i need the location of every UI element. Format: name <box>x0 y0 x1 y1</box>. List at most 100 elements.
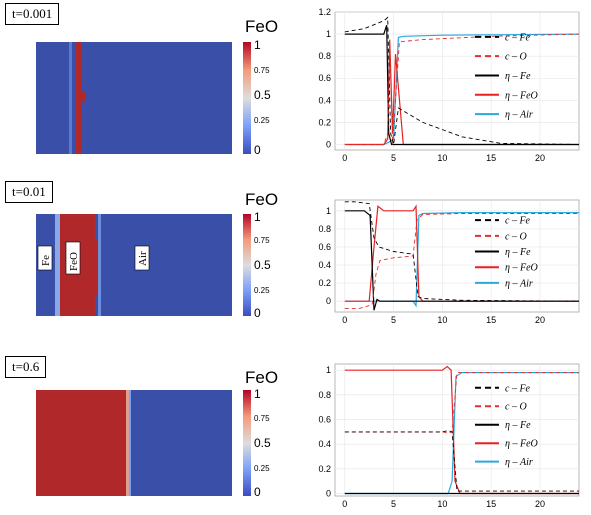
y-tick-label: 0.2 <box>318 117 331 127</box>
x-tick-label: 15 <box>486 499 496 509</box>
region-label-feo: FeO <box>68 252 80 271</box>
colorbar-tick: 1 <box>254 387 261 401</box>
colorbar-tick: 0.5 <box>254 436 271 450</box>
colorbar-tick: 0 <box>254 306 261 320</box>
field-interface-light <box>98 214 101 316</box>
x-tick-label: 0 <box>342 315 347 325</box>
legend-label: c – Fe <box>505 32 531 43</box>
field-interface-light <box>55 214 60 316</box>
legend-label: η – Air <box>505 457 533 468</box>
colorbar-tick: 0.75 <box>254 66 270 75</box>
x-tick-label: 15 <box>486 315 496 325</box>
panel-1: t=0.001 FeO 1 0.75 0.5 0.25 0 0 5 10 15 20 0 0… <box>0 0 591 170</box>
y-tick-label: 1 <box>326 365 331 375</box>
x-tick-label: 10 <box>437 153 447 163</box>
x-tick-label: 5 <box>391 153 396 163</box>
y-tick-label: 1.2 <box>318 7 331 17</box>
series-line-feo <box>344 204 579 302</box>
time-label: t=0.01 <box>5 181 53 203</box>
field-feo-bump <box>79 92 86 102</box>
legend-label: η – FeO <box>505 90 538 101</box>
colorbar-tick: 0.25 <box>254 286 270 295</box>
y-tick-label: 0.8 <box>318 390 331 400</box>
x-tick-label: 20 <box>535 499 545 509</box>
y-tick-label: 0.4 <box>318 439 331 449</box>
y-tick-label: 1 <box>326 206 331 216</box>
legend-label: c – Fe <box>505 383 531 394</box>
field-feo-bump <box>95 240 99 295</box>
x-tick-label: 0 <box>342 499 347 509</box>
series-line-fe <box>344 25 579 146</box>
plot-frame <box>334 11 580 151</box>
field-interface-light <box>126 390 129 496</box>
x-tick-label: 0 <box>342 153 347 163</box>
y-tick-label: 0 <box>326 139 331 149</box>
y-tick-label: 0.8 <box>318 224 331 234</box>
feo-field-plot: FeO 1 0.75 0.5 0.25 0 <box>36 368 278 499</box>
y-tick-label: 0.6 <box>318 415 331 425</box>
panel-3: t=0.6 FeO 1 0.75 0.5 0.25 0 0 5 10 15 20 0 0.2… <box>0 350 591 515</box>
legend-label: η – Air <box>505 110 533 121</box>
colorbar-tick: 1 <box>254 38 261 52</box>
field-fe-region <box>36 42 69 154</box>
colorbar-tick: 0.75 <box>254 414 270 423</box>
x-tick-label: 10 <box>437 499 447 509</box>
legend-label: η – Fe <box>505 71 531 82</box>
legend-label: η – Air <box>505 278 533 289</box>
legend-label: η – FeO <box>505 439 538 450</box>
region-label-air: Air <box>137 251 149 266</box>
y-tick-label: 0.6 <box>318 242 331 252</box>
series-line-c-o <box>344 33 580 145</box>
time-label: t=0.001 <box>5 3 60 25</box>
feo-field-plot: FeO 1 0.75 0.5 0.25 0 Fe FeO Air <box>36 190 278 320</box>
series-line-fe <box>344 210 579 311</box>
legend-label: c – O <box>505 402 527 413</box>
colorbar <box>243 390 251 496</box>
colorbar-title: FeO <box>245 17 278 36</box>
y-tick-label: 0.6 <box>318 73 331 83</box>
panel-2: t=0.01 FeO 1 0.75 0.5 0.25 0 Fe FeO Air <box>0 178 591 348</box>
legend-label: c – Fe <box>505 216 531 227</box>
plot-frame <box>334 363 580 497</box>
y-tick-label: 0.4 <box>318 260 331 270</box>
y-tick-label: 0.2 <box>318 278 331 288</box>
field-feo-layer <box>76 42 81 154</box>
x-tick-label: 20 <box>535 315 545 325</box>
series-line-c-fe <box>344 201 580 302</box>
region-label-box <box>65 241 81 275</box>
time-label: t=0.6 <box>5 356 47 378</box>
field-interface-light <box>129 390 131 496</box>
y-tick-label: 0.2 <box>318 464 331 474</box>
x-tick-label: 5 <box>391 315 396 325</box>
y-tick-label: 1 <box>326 29 331 39</box>
x-tick-label: 15 <box>486 153 496 163</box>
legend-label: η – Fe <box>505 247 531 258</box>
feo-field-plot: FeO 1 0.75 0.5 0.25 0 <box>36 17 278 157</box>
y-tick-label: 0 <box>326 489 331 499</box>
series-line-c-o <box>344 213 579 309</box>
y-tick-label: 0.8 <box>318 51 331 61</box>
region-label-fe: Fe <box>40 255 52 266</box>
colorbar-title: FeO <box>245 190 278 209</box>
x-tick-label: 5 <box>391 499 396 509</box>
colorbar-tick: 0.75 <box>254 236 270 245</box>
colorbar-tick: 0.5 <box>254 88 271 102</box>
legend-label: η – FeO <box>505 263 538 274</box>
y-tick-label: 0 <box>326 296 331 306</box>
legend-label: η – Fe <box>505 420 531 431</box>
legend-label: c – O <box>505 231 527 242</box>
x-tick-label: 20 <box>535 153 545 163</box>
field-interface-light <box>69 42 72 154</box>
profile-chart: 0 5 10 15 20 0 0.2 0.4 0.6 0.8 1 c – Fe c – O η – Fe η… <box>318 199 580 325</box>
series-line-feo <box>344 39 579 146</box>
x-tick-label: 10 <box>437 315 447 325</box>
colorbar-tick: 0.5 <box>254 258 271 272</box>
colorbar <box>243 42 251 154</box>
colorbar-tick: 0.25 <box>254 464 270 473</box>
region-label-box <box>37 245 53 271</box>
colorbar-tick: 1 <box>254 210 261 224</box>
region-label-box <box>134 245 150 271</box>
field-feo-layer <box>36 390 127 496</box>
colorbar <box>243 214 251 316</box>
y-tick-label: 0.4 <box>318 95 331 105</box>
